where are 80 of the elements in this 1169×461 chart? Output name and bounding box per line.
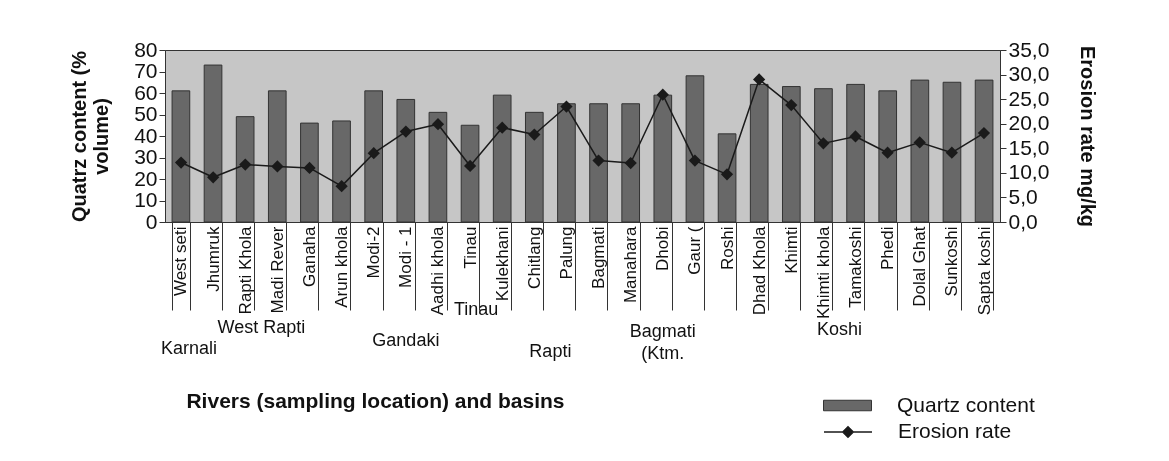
x-tick-label: Palung (556, 226, 576, 280)
x-tick-label: Arun khola (332, 225, 352, 308)
y-axis-title: Quatrz content (% volume) (68, 50, 113, 223)
point (817, 137, 830, 150)
x-tick-label: Kulekhani (492, 226, 512, 302)
point (592, 154, 605, 167)
x-tick-label: Rapti Khola (235, 225, 255, 315)
x-tick-label: Dhad Khola (749, 225, 769, 316)
point (528, 128, 541, 141)
x-tick-label: Bagmati (589, 226, 609, 289)
y2-tick-label: 35,0 (1008, 37, 1050, 61)
point (207, 171, 220, 184)
point (785, 98, 798, 112)
x-tick-label: West seti (171, 226, 191, 297)
point (463, 159, 477, 173)
x-tick-label: Ganaha (299, 225, 319, 287)
point (977, 126, 991, 140)
point (720, 168, 734, 181)
point (431, 118, 445, 131)
y-tick-label: 20 (134, 166, 158, 190)
x-tick-label: Phedi (878, 226, 898, 270)
y2-tick-label: 15,0 (1008, 135, 1050, 159)
y2-tick-label: 0,0 (1008, 209, 1038, 233)
text: Rapti (529, 341, 572, 361)
text: Karnali (161, 338, 218, 358)
point (656, 88, 669, 101)
y2-tick-label: 25,0 (1008, 86, 1050, 110)
y-tick-label: 30 (134, 145, 158, 168)
point (496, 121, 509, 134)
y2-axis-title: Erosion rate mg/kg (1077, 45, 1100, 228)
x-tick-label: Sapta koshi (974, 226, 994, 316)
text: Bagmati (Ktm. (629, 321, 696, 363)
x-tick-label: Manahara (621, 225, 641, 304)
x-tick-label: Madi Rever (267, 226, 287, 314)
point (753, 73, 766, 86)
x-tick-label: Tinau (460, 226, 480, 269)
x-tick-label: Dolal Ghat (910, 226, 930, 307)
x-tick-label: Khimti khola (813, 225, 833, 320)
point (688, 154, 702, 167)
point (560, 100, 573, 113)
x-tick-label: Modi - 1 (396, 226, 416, 288)
y-tick-label: 0 (145, 209, 158, 233)
y-tick-label: 50 (134, 102, 158, 125)
y-tick-label: 60 (134, 80, 158, 104)
point (849, 130, 862, 143)
point (913, 136, 926, 149)
y2-tick-label: 20,0 (1008, 111, 1050, 135)
x-tick-label: Gaur ( (685, 226, 705, 275)
x-axis-title: Rivers (sampling location) and basins (186, 389, 565, 413)
legend-label: Quartz content (897, 392, 1035, 416)
x-tick-label: Sunkoshi (942, 226, 962, 297)
y2-tick-label: 10,0 (1008, 160, 1050, 184)
x-tick-label: Roshi (717, 226, 737, 270)
point (624, 156, 637, 170)
x-tick-label: Modi-2 (364, 226, 384, 279)
x-tick-label: Dhobi (653, 226, 673, 271)
text: West Rapti (217, 317, 306, 337)
x-tick-label: Chitlang (524, 226, 544, 289)
y-tick-label: 40 (134, 123, 158, 147)
y2-tick-label: 5,0 (1008, 184, 1038, 208)
point (303, 161, 316, 175)
point (367, 147, 380, 160)
y-tick-label: 80 (134, 37, 158, 61)
text: Gandaki (372, 330, 440, 350)
x-tick-label: Jhumruk (203, 226, 223, 292)
y-tick-label: 10 (134, 188, 158, 211)
point (335, 180, 348, 193)
x-tick-label: Khimti (781, 226, 801, 274)
point (399, 125, 412, 138)
point (239, 158, 252, 171)
point (945, 146, 958, 159)
x-tick-label: Tamakoshi (846, 226, 866, 308)
x-tick-label: Aadhi khola (428, 225, 448, 316)
point (174, 156, 188, 169)
y-tick-label: 70 (134, 59, 158, 82)
y2-tick-label: 30,0 (1008, 62, 1050, 86)
legend-label: Erosion rate (898, 419, 1012, 442)
point (881, 146, 894, 159)
point (271, 160, 284, 173)
text: Koshi (816, 319, 862, 339)
